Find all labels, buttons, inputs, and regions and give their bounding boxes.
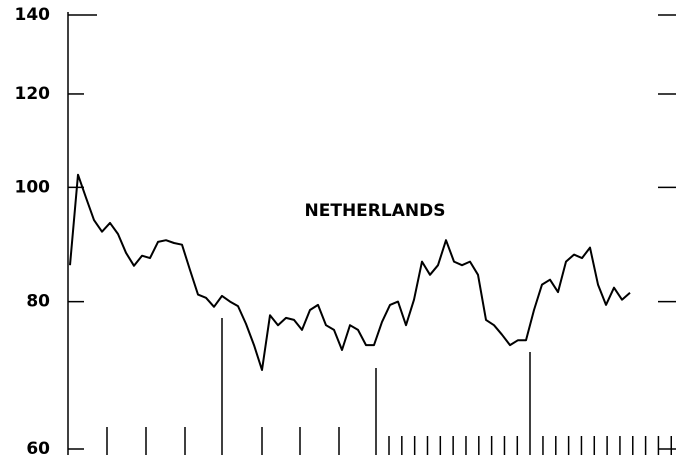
y-tick-label: 60 — [26, 439, 50, 459]
annotation: NETHERLANDS — [305, 201, 446, 221]
y-tick-label: 120 — [15, 84, 51, 104]
y-tick-label: 80 — [26, 292, 50, 312]
y-tick-label: 140 — [15, 5, 51, 25]
y-tick-label: 100 — [15, 177, 51, 197]
data-line — [69, 173, 631, 371]
